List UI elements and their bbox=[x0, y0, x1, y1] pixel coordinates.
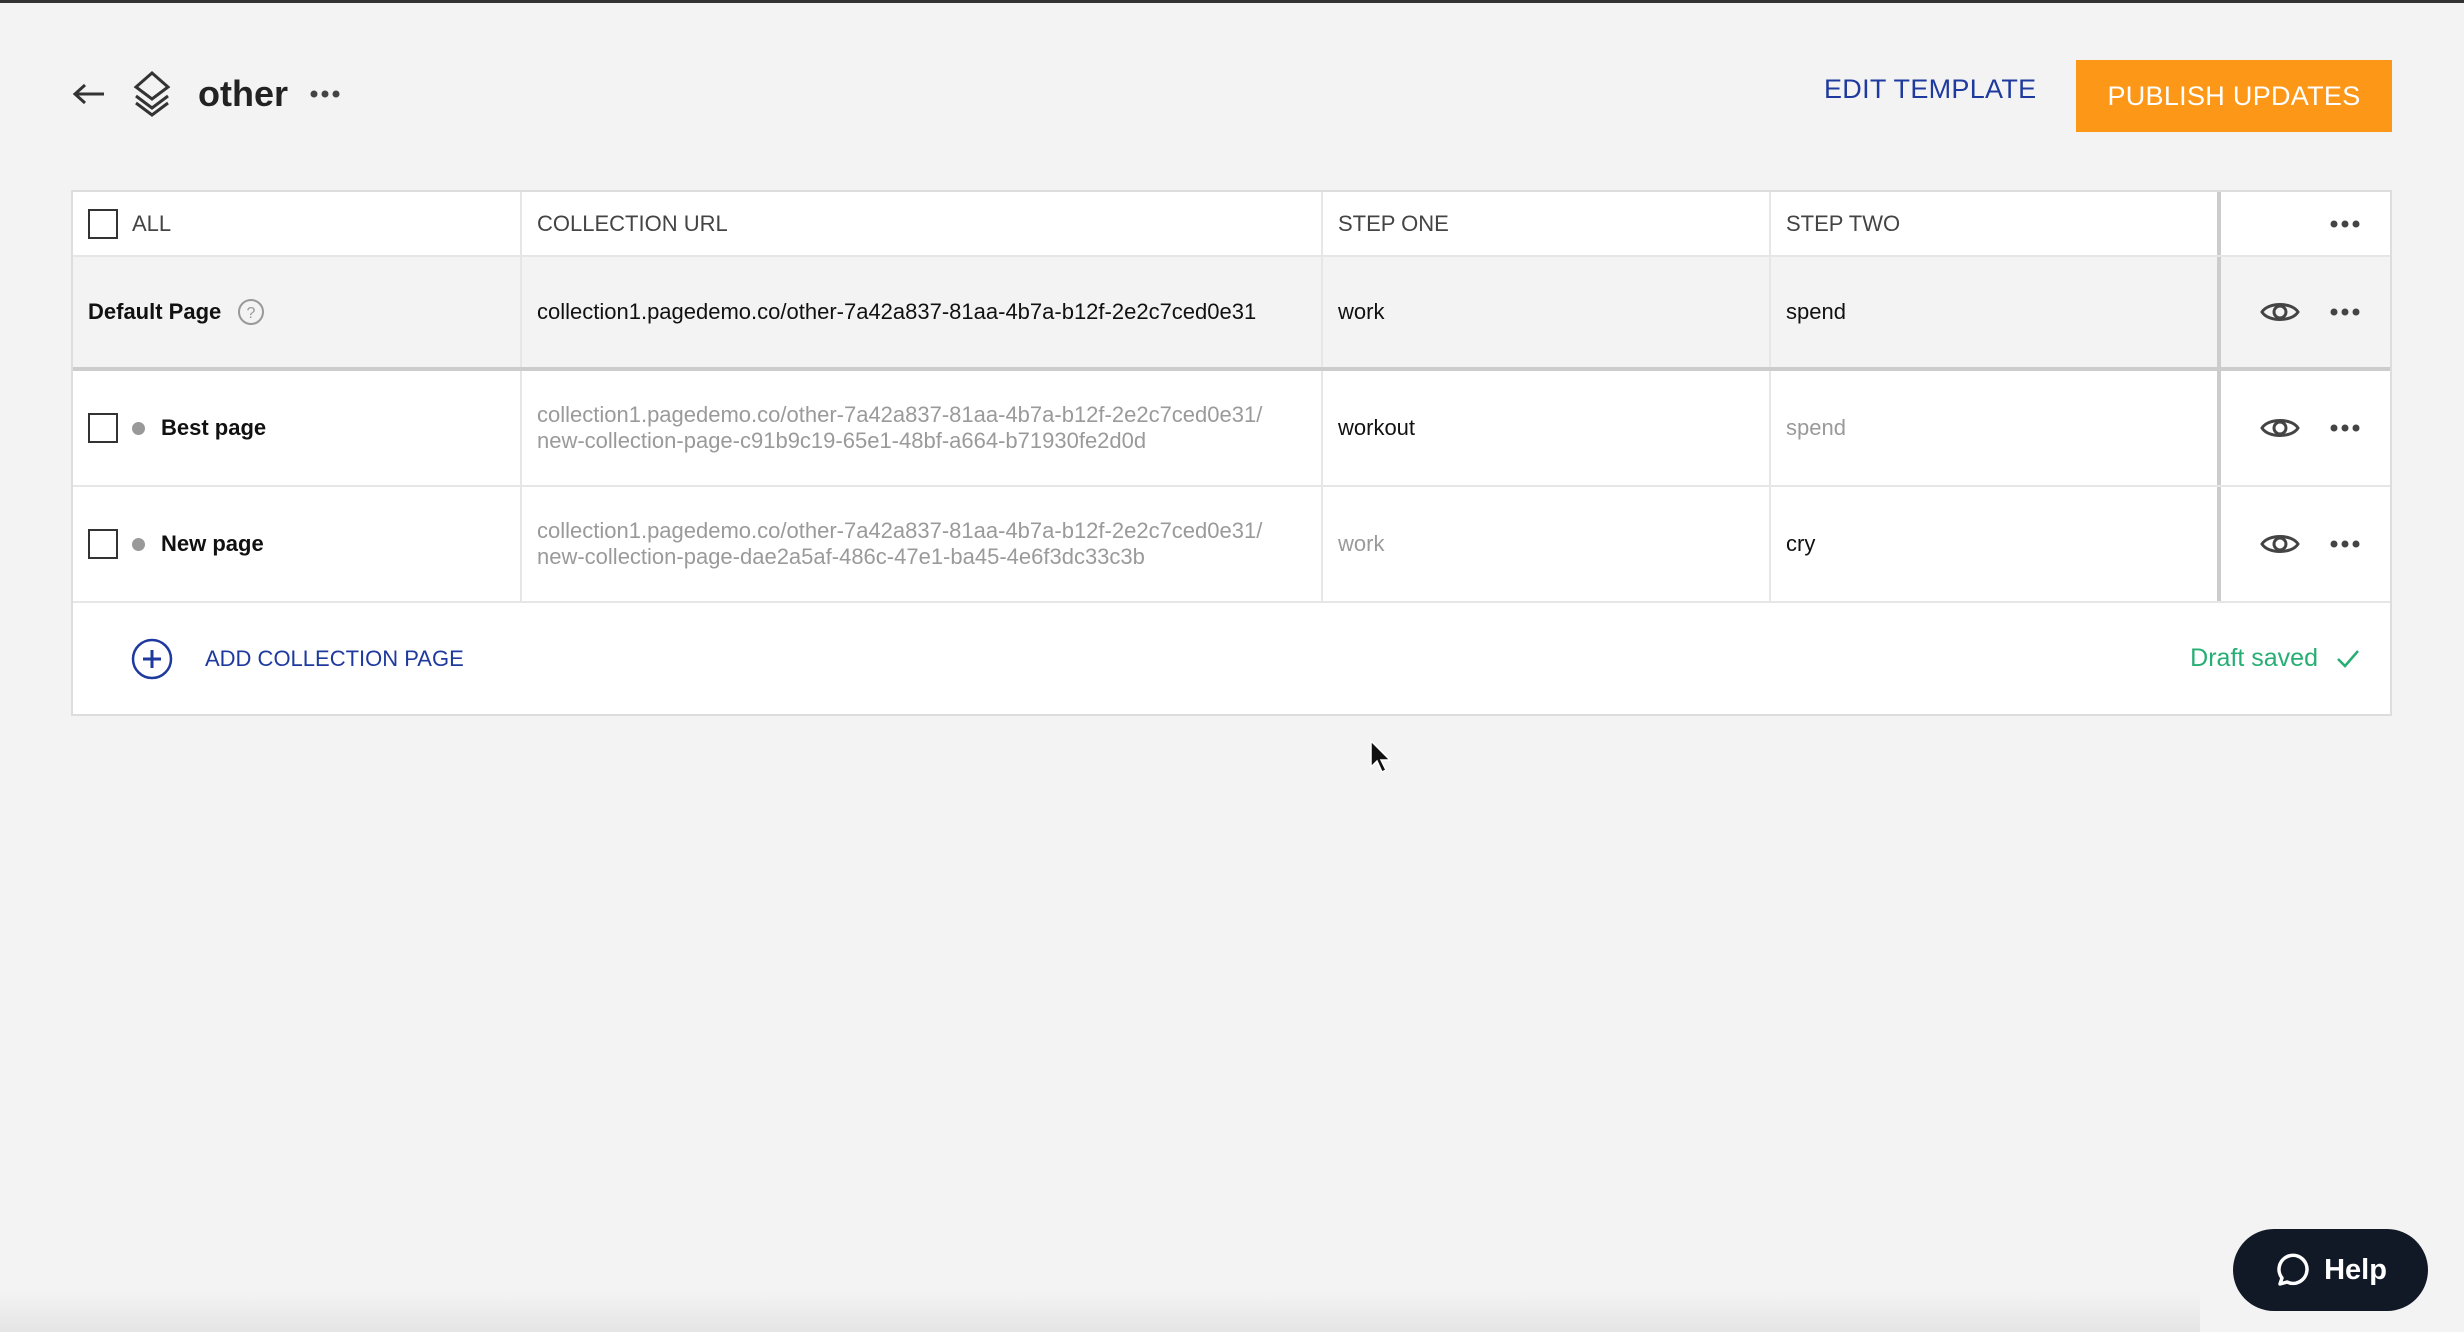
page-title: other bbox=[198, 73, 288, 114]
actions-cell bbox=[2221, 257, 2390, 367]
page-name-cell: Best page bbox=[73, 371, 522, 485]
table-footer: ADD COLLECTION PAGE Draft saved bbox=[73, 603, 2390, 714]
table-row[interactable]: New page collection1.pagedemo.co/other-7… bbox=[73, 487, 2390, 603]
url-cell[interactable]: collection1.pagedemo.co/other-7a42a837-8… bbox=[522, 257, 1323, 367]
header-step-two: STEP TWO bbox=[1771, 192, 2221, 255]
actions-cell bbox=[2221, 487, 2390, 601]
more-options-icon[interactable] bbox=[2330, 308, 2360, 316]
step-one-cell[interactable]: work bbox=[1323, 487, 1771, 601]
row-checkbox[interactable] bbox=[88, 413, 118, 443]
top-border bbox=[0, 0, 2464, 3]
url-line: new-collection-page-dae2a5af-486c-47e1-b… bbox=[537, 544, 1145, 569]
header-all: ALL bbox=[73, 192, 522, 255]
step-two-cell[interactable]: spend bbox=[1771, 257, 2221, 367]
url-line: collection1.pagedemo.co/other-7a42a837-8… bbox=[537, 402, 1263, 427]
help-label: Help bbox=[2324, 1253, 2387, 1286]
row-checkbox[interactable] bbox=[88, 529, 118, 559]
table-row-default[interactable]: Default Page? collection1.pagedemo.co/ot… bbox=[73, 257, 2390, 371]
add-collection-page-label: ADD COLLECTION PAGE bbox=[205, 645, 464, 671]
header-step-one: STEP ONE bbox=[1323, 192, 1771, 255]
url-cell[interactable]: collection1.pagedemo.co/other-7a42a837-8… bbox=[522, 487, 1323, 601]
plus-circle-icon bbox=[131, 638, 173, 680]
step-one-cell[interactable]: work bbox=[1323, 257, 1771, 367]
step-one-cell[interactable]: workout bbox=[1323, 371, 1771, 485]
draft-status-text: Draft saved bbox=[2190, 644, 2318, 672]
status-dot bbox=[132, 537, 145, 551]
check-icon bbox=[2336, 649, 2360, 669]
step-two-cell[interactable]: spend bbox=[1771, 371, 2221, 485]
publish-updates-button[interactable]: PUBLISH UPDATES bbox=[2076, 60, 2392, 132]
more-options-icon[interactable] bbox=[2330, 540, 2360, 548]
bottom-shadow bbox=[0, 1292, 2200, 1332]
back-arrow-icon[interactable] bbox=[72, 82, 106, 106]
layers-icon bbox=[128, 70, 176, 118]
more-options-icon[interactable] bbox=[310, 90, 340, 98]
table-header: ALL COLLECTION URL STEP ONE STEP TWO bbox=[73, 192, 2390, 257]
select-all-checkbox[interactable] bbox=[88, 208, 118, 239]
chat-bubble-icon bbox=[2274, 1252, 2310, 1288]
eye-icon[interactable] bbox=[2260, 414, 2300, 442]
page-name-cell: New page bbox=[73, 487, 522, 601]
step-two-cell[interactable]: cry bbox=[1771, 487, 2221, 601]
help-button[interactable]: Help bbox=[2233, 1229, 2428, 1311]
page-header: other bbox=[72, 62, 340, 126]
draft-status: Draft saved bbox=[2190, 644, 2360, 673]
table-row[interactable]: Best page collection1.pagedemo.co/other-… bbox=[73, 371, 2390, 487]
actions-cell bbox=[2221, 371, 2390, 485]
collection-table: ALL COLLECTION URL STEP ONE STEP TWO Def… bbox=[71, 190, 2392, 716]
header-collection-url: COLLECTION URL bbox=[522, 192, 1323, 255]
header-label: ALL bbox=[132, 210, 172, 236]
header-actions bbox=[2221, 192, 2390, 255]
page-name: Best page bbox=[161, 415, 267, 440]
url-line: collection1.pagedemo.co/other-7a42a837-8… bbox=[537, 518, 1263, 543]
svg-text:?: ? bbox=[247, 305, 256, 322]
help-circle-icon[interactable]: ? bbox=[237, 298, 265, 326]
more-options-icon[interactable] bbox=[2330, 424, 2360, 432]
eye-icon[interactable] bbox=[2260, 530, 2300, 558]
add-collection-page-button[interactable]: ADD COLLECTION PAGE bbox=[131, 638, 464, 680]
page-name: New page bbox=[161, 531, 264, 556]
url-line: new-collection-page-c91b9c19-65e1-48bf-a… bbox=[537, 428, 1147, 453]
page-name-cell: Default Page? bbox=[73, 257, 522, 367]
page-name: Default Page bbox=[88, 299, 222, 324]
url-cell[interactable]: collection1.pagedemo.co/other-7a42a837-8… bbox=[522, 371, 1323, 485]
more-options-icon[interactable] bbox=[2330, 220, 2360, 228]
status-dot bbox=[132, 421, 145, 435]
mouse-cursor-icon bbox=[1370, 739, 1392, 779]
edit-template-button[interactable]: EDIT TEMPLATE bbox=[1824, 74, 2037, 104]
eye-icon[interactable] bbox=[2260, 298, 2300, 326]
